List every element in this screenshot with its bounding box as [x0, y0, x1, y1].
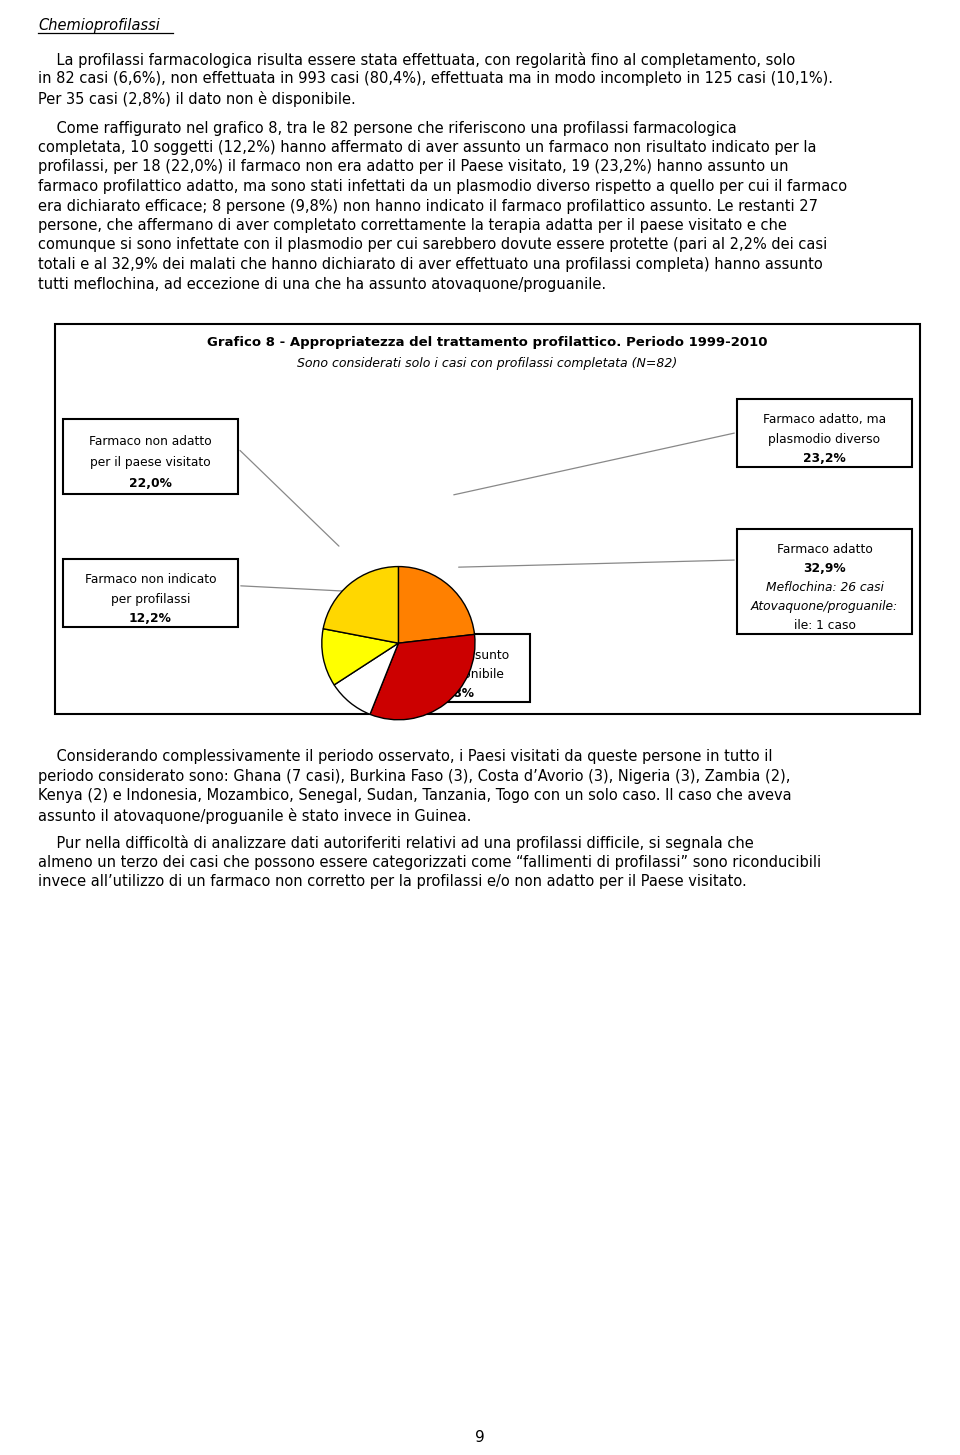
Text: completata, 10 soggetti (12,2%) hanno affermato di aver assunto un farmaco non r: completata, 10 soggetti (12,2%) hanno af… [38, 140, 817, 156]
Text: comunque si sono infettate con il plasmodio per cui sarebbero dovute essere prot: comunque si sono infettate con il plasmo… [38, 237, 828, 253]
Bar [63, 419, 238, 493]
Text: 9,8%: 9,8% [441, 687, 474, 700]
Bar [385, 634, 530, 701]
Text: assunto il atovaquone/proguanile è stato invece in Guinea.: assunto il atovaquone/proguanile è stato… [38, 808, 471, 824]
Text: 12,2%: 12,2% [129, 613, 172, 626]
Text: per il paese visitato: per il paese visitato [90, 455, 211, 469]
Text: periodo considerato sono: Ghana (7 casi), Burkina Faso (3), Costa d’Avorio (3), : periodo considerato sono: Ghana (7 casi)… [38, 768, 790, 783]
Bar [55, 324, 920, 714]
Text: Chemioprofilassi: Chemioprofilassi [38, 17, 160, 33]
Text: invece all’utilizzo di un farmaco non corretto per la profilassi e/o non adatto : invece all’utilizzo di un farmaco non co… [38, 874, 747, 889]
Bar [63, 559, 238, 627]
Text: 9: 9 [475, 1430, 485, 1445]
Text: Pur nella difficoltà di analizzare dati autoriferiti relativi ad una profilassi : Pur nella difficoltà di analizzare dati … [38, 835, 754, 851]
Wedge shape [370, 634, 475, 720]
Text: profilassi, per 18 (22,0%) il farmaco non era adatto per il Paese visitato, 19 (: profilassi, per 18 (22,0%) il farmaco no… [38, 160, 788, 175]
Text: Farmaco non indicato: Farmaco non indicato [84, 573, 216, 586]
Text: 32,9%: 32,9% [804, 562, 846, 575]
Text: La profilassi farmacologica risulta essere stata effettuata, con regolarità fino: La profilassi farmacologica risulta esse… [38, 52, 795, 68]
Text: Kenya (2) e Indonesia, Mozambico, Senegal, Sudan, Tanzania, Togo con un solo cas: Kenya (2) e Indonesia, Mozambico, Senega… [38, 789, 792, 803]
Text: persone, che affermano di aver completato correttamente la terapia adatta per il: persone, che affermano di aver completat… [38, 218, 787, 233]
Wedge shape [322, 629, 398, 685]
Text: per profilassi: per profilassi [110, 592, 190, 605]
Text: Farmaco adatto, ma: Farmaco adatto, ma [763, 413, 886, 426]
Text: Come raffigurato nel grafico 8, tra le 82 persone che riferiscono una profilassi: Come raffigurato nel grafico 8, tra le 8… [38, 121, 736, 135]
Wedge shape [398, 566, 474, 643]
Text: Grafico 8 - Appropriatezza del trattamento profilattico. Periodo 1999-2010: Grafico 8 - Appropriatezza del trattamen… [207, 336, 768, 349]
Text: totali e al 32,9% dei malati che hanno dichiarato di aver effettuato una profila: totali e al 32,9% dei malati che hanno d… [38, 258, 823, 272]
Text: Meflochina: 26 casi: Meflochina: 26 casi [765, 581, 883, 594]
Text: Considerando complessivamente il periodo osservato, i Paesi visitati da queste p: Considerando complessivamente il periodo… [38, 749, 773, 764]
Text: plasmodio diverso: plasmodio diverso [768, 432, 880, 445]
Bar [737, 399, 912, 467]
Text: era dichiarato efficace; 8 persone (9,8%) non hanno indicato il farmaco profilat: era dichiarato efficace; 8 persone (9,8%… [38, 198, 818, 214]
Text: farmaco profilattico adatto, ma sono stati infettati da un plasmodio diverso ris: farmaco profilattico adatto, ma sono sta… [38, 179, 847, 194]
Text: 23,2%: 23,2% [804, 453, 846, 466]
Text: Sono considerati solo i casi con profilassi completata (N=82): Sono considerati solo i casi con profila… [298, 356, 678, 370]
Wedge shape [324, 566, 398, 643]
Text: ile: 1 caso: ile: 1 caso [794, 620, 855, 631]
Text: almeno un terzo dei casi che possono essere categorizzati come “fallimenti di pr: almeno un terzo dei casi che possono ess… [38, 854, 821, 870]
Bar [737, 528, 912, 633]
Text: Per 35 casi (2,8%) il dato non è disponibile.: Per 35 casi (2,8%) il dato non è disponi… [38, 92, 356, 108]
Text: non disponibile: non disponibile [411, 668, 504, 681]
Text: Farmaco non adatto: Farmaco non adatto [89, 435, 212, 448]
Text: Farmaco assunto: Farmaco assunto [405, 649, 510, 662]
Wedge shape [334, 643, 398, 714]
Text: 22,0%: 22,0% [129, 477, 172, 490]
Text: Atovaquone/proguanile:: Atovaquone/proguanile: [751, 599, 898, 613]
Text: Farmaco adatto: Farmaco adatto [777, 543, 873, 556]
Text: in 82 casi (6,6%), non effettuata in 993 casi (80,4%), effettuata ma in modo inc: in 82 casi (6,6%), non effettuata in 993… [38, 71, 833, 86]
Text: tutti meflochina, ad eccezione di una che ha assunto atovaquone/proguanile.: tutti meflochina, ad eccezione di una ch… [38, 276, 606, 291]
